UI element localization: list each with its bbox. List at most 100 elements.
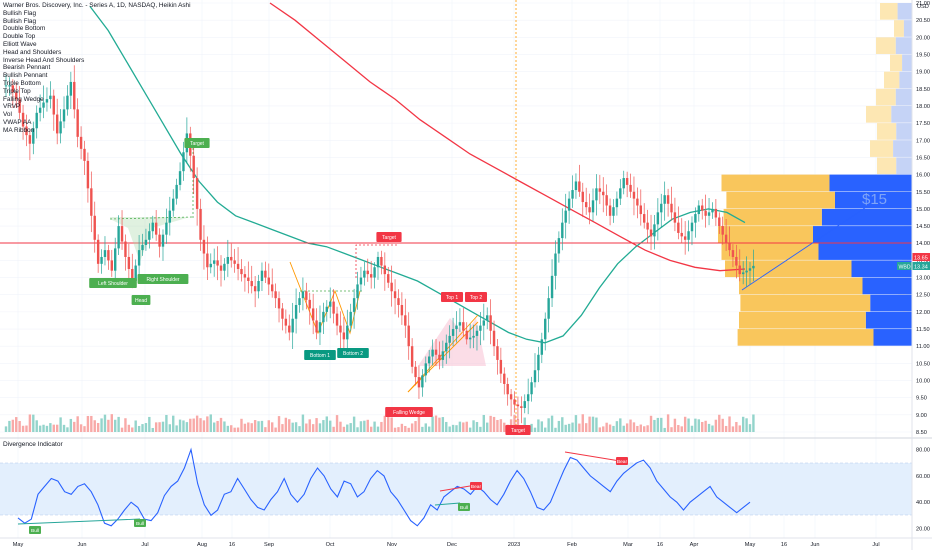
indicator-item[interactable]: Double Top — [3, 33, 36, 41]
osc-title[interactable]: Divergence Indicator — [3, 441, 63, 448]
chart-title[interactable]: Warner Bros. Discovery, Inc. - Series A,… — [3, 2, 191, 9]
indicator-item[interactable]: Triple Bottom — [3, 79, 41, 87]
indicator-item[interactable]: Triple Top — [3, 87, 31, 95]
volume-bar — [380, 421, 383, 432]
vp-bar-blue — [897, 3, 912, 20]
candle-body — [509, 394, 513, 400]
candle-body — [745, 270, 748, 273]
volume-bar — [257, 421, 260, 432]
candle-body — [697, 205, 701, 215]
volume-bar — [584, 423, 588, 432]
volume-bar — [260, 420, 264, 432]
candle-body — [414, 366, 417, 378]
vp-bar-yellow — [880, 3, 898, 20]
volume-bar — [561, 417, 564, 432]
volume-bar — [550, 415, 554, 432]
time-tick-label: Apr — [690, 542, 699, 548]
volume-bar — [62, 424, 66, 432]
volume-bar — [209, 414, 212, 432]
candle-body — [646, 222, 649, 230]
volume-bar — [387, 416, 390, 432]
indicator-item[interactable]: Bullish Pennant — [3, 72, 48, 80]
indicator-item[interactable]: VRVP — [3, 103, 21, 111]
volume-bar — [629, 419, 632, 432]
divergence-label-text: Bull — [31, 528, 39, 534]
pattern-label-text: Top 1 — [446, 295, 458, 301]
level-price-text: 13.65 — [914, 256, 928, 262]
vp-bar-blue — [896, 123, 912, 140]
volume-bar — [127, 424, 131, 432]
vp-range-blue — [873, 329, 912, 346]
volume-bar — [134, 420, 137, 432]
volume-bar — [697, 419, 701, 432]
volume-bar — [544, 427, 547, 432]
volume-bar — [427, 426, 431, 432]
osc-tick-label: 60.00 — [916, 474, 930, 480]
price-tick-label: 8.50 — [916, 430, 927, 436]
ma-red-line — [269, 2, 746, 272]
indicator-item[interactable]: Vol — [3, 111, 12, 119]
price-tick-label: 19.50 — [916, 52, 930, 58]
candle-body — [591, 200, 595, 213]
volume-bar — [236, 427, 240, 432]
price-tick-label: 10.00 — [916, 379, 930, 385]
indicator-item[interactable]: Inverse Head And Shoulders — [3, 56, 85, 64]
indicator-item[interactable]: Double Bottom — [3, 25, 46, 33]
candle-body — [462, 322, 465, 331]
candle-body — [100, 256, 103, 264]
volume-bar — [322, 420, 325, 432]
candle-body — [76, 109, 79, 137]
candle-body — [544, 318, 547, 340]
volume-bar — [335, 415, 339, 432]
indicator-item[interactable]: Falling Wedge — [3, 95, 44, 103]
indicator-item[interactable]: VWAP AA — [3, 118, 32, 126]
volume-bar — [352, 416, 356, 432]
candle-body — [540, 339, 544, 355]
candle-body — [8, 85, 11, 87]
candle-body — [530, 382, 533, 395]
indicator-item[interactable]: Elliott Wave — [3, 40, 37, 48]
time-tick-label: May — [745, 542, 756, 548]
candle-body — [161, 234, 165, 247]
indicator-item[interactable]: Bullish Flag — [3, 17, 37, 25]
volume-bar — [267, 420, 270, 432]
candle-body — [393, 291, 397, 299]
volume-bar — [148, 416, 151, 432]
volume-bar — [107, 419, 110, 432]
volume-bar — [18, 421, 21, 432]
volume-bar — [636, 425, 639, 432]
candle-body — [584, 202, 588, 208]
volume-bar — [748, 424, 752, 432]
indicator-item[interactable]: Head and Shoulders — [3, 48, 62, 56]
volume-bar — [663, 427, 666, 432]
vp-range-blue — [835, 191, 912, 209]
vp-range-yellow — [721, 243, 819, 260]
vp-bar-yellow — [866, 105, 892, 123]
volume-bar — [182, 420, 185, 432]
volume-bar — [724, 425, 728, 432]
price-tick-label: 15.00 — [916, 207, 930, 213]
volume-profile-range — [718, 174, 912, 346]
indicator-item[interactable]: Bearish Pennant — [3, 64, 51, 72]
indicator-item[interactable]: Bullish Flag — [3, 9, 37, 17]
volume-bar — [158, 422, 161, 432]
candle-body — [561, 222, 564, 239]
volume-bar — [496, 419, 499, 432]
candle-body — [557, 238, 561, 254]
candle-body — [131, 268, 134, 281]
volume-bar — [141, 424, 144, 432]
ma-green-line — [89, 6, 746, 344]
candle-body — [680, 232, 683, 237]
candle-body — [533, 370, 537, 383]
volume-bar — [247, 422, 250, 432]
candle-body — [332, 301, 335, 314]
volume-bar — [588, 416, 591, 432]
volume-bar — [434, 415, 438, 432]
candle-body — [15, 92, 18, 100]
candle-body — [25, 126, 28, 136]
candle-body — [649, 229, 653, 237]
indicator-item[interactable]: MA Ribbon — [3, 126, 35, 134]
time-tick-label: 16 — [781, 542, 787, 548]
price-tick-label: 12.50 — [916, 293, 930, 299]
